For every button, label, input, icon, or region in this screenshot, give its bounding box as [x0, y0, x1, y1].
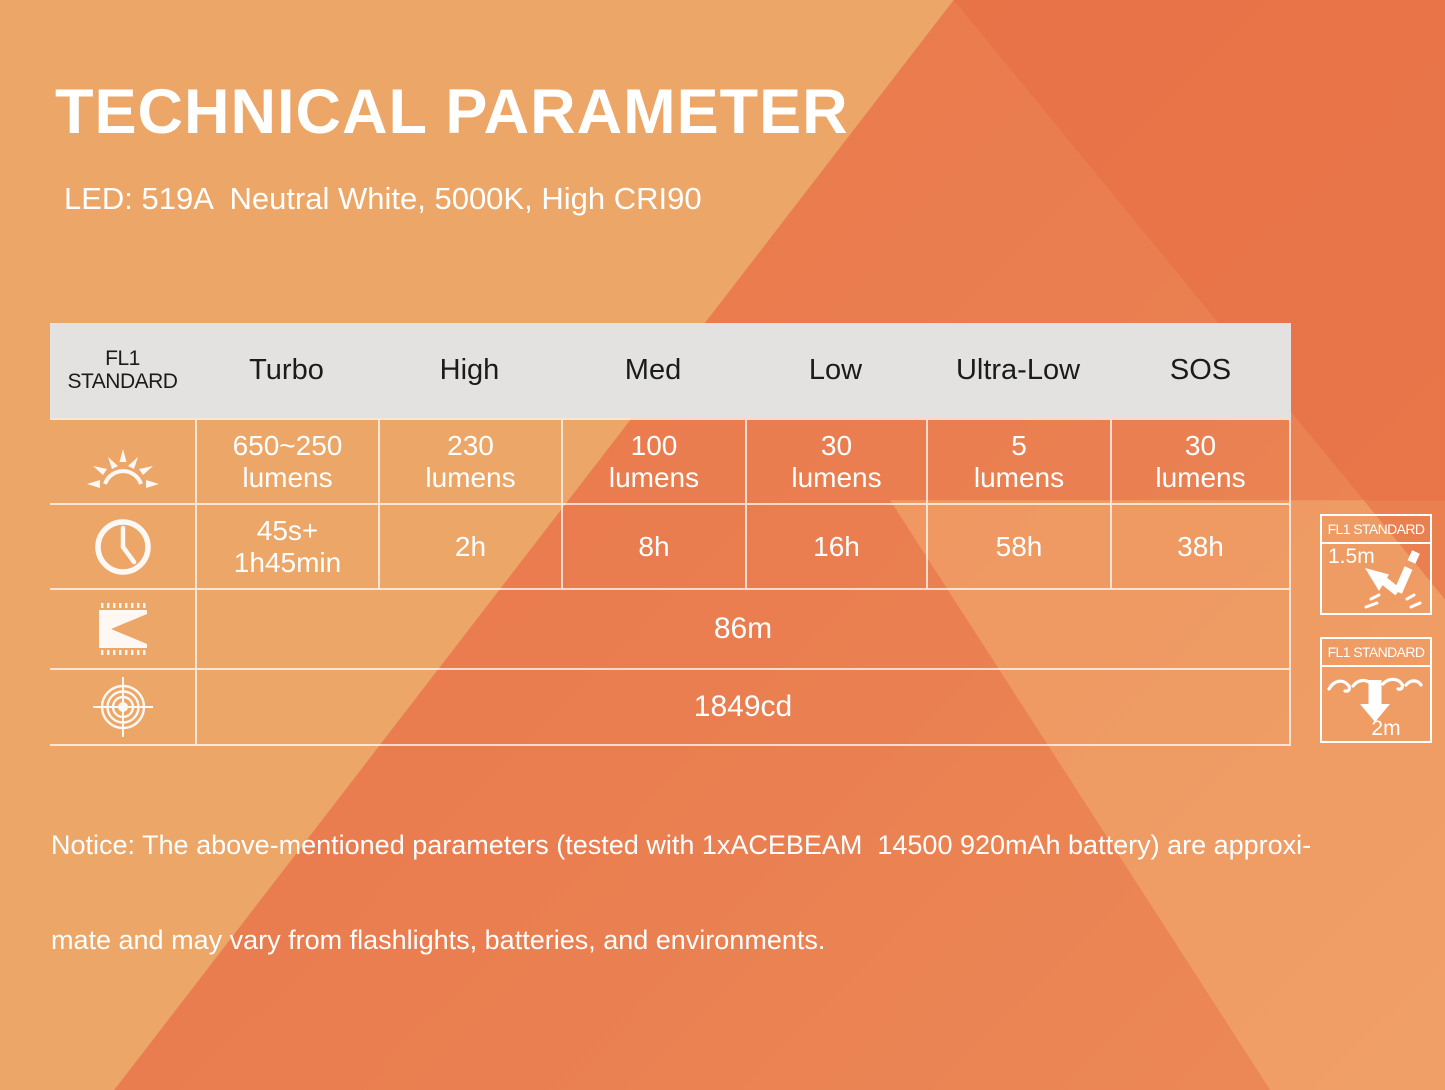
- submersible-badge: FL1 STANDARD 2m: [1320, 637, 1432, 743]
- table-cell: 100 lumens: [561, 418, 745, 503]
- table-header-turbo: Turbo: [195, 323, 378, 418]
- impact-badge-body: 1.5m: [1322, 544, 1430, 613]
- table-cell: 30 lumens: [1110, 418, 1291, 503]
- fl1-standard-badge-label: FL1 STANDARD: [1322, 516, 1430, 544]
- table-cell: 16h: [745, 503, 926, 588]
- table-cell: 38h: [1110, 503, 1291, 588]
- notice-line-2: mate and may vary from flashlights, batt…: [51, 925, 826, 956]
- table-cell: 230 lumens: [378, 418, 561, 503]
- submersible-badge-body: 2m: [1322, 667, 1430, 741]
- led-subtitle: LED: 519A Neutral White, 5000K, High CRI…: [64, 181, 702, 216]
- fl1-standard-badge-label: FL1 STANDARD: [1322, 639, 1430, 667]
- table-header-fl1-standard: FL1 STANDARD: [50, 323, 195, 418]
- beam-distance-icon-cell: [50, 588, 195, 668]
- intensity-icon: [92, 677, 153, 737]
- peak-intensity-value: 1849cd: [195, 668, 1291, 746]
- table-cell: 58h: [926, 503, 1110, 588]
- table-cell: 45s+ 1h45min: [195, 503, 378, 588]
- beam-distance-icon: [98, 603, 147, 655]
- table-cell: 5 lumens: [926, 418, 1110, 503]
- table-cell: 8h: [561, 503, 745, 588]
- runtime-icon-cell: [50, 503, 195, 588]
- table-cell: 650~250 lumens: [195, 418, 378, 503]
- notice-line-1: Notice: The above-mentioned parameters (…: [51, 829, 1312, 860]
- table-cell: 2h: [378, 503, 561, 588]
- table-header-sos: SOS: [1110, 323, 1291, 418]
- page-title: TECHNICAL PARAMETER: [55, 77, 849, 147]
- fl1-label: FL1: [105, 347, 140, 371]
- table-header-high: High: [378, 323, 561, 418]
- notice-text: Notice: The above-mentioned parameters (…: [51, 766, 1341, 1021]
- table-header-ultra-low: Ultra-Low: [926, 323, 1110, 418]
- table-header-med: Med: [561, 323, 745, 418]
- beam-distance-value: 86m: [195, 588, 1291, 668]
- impact-resistance-badge: FL1 STANDARD 1.5m: [1320, 514, 1432, 615]
- standard-label: STANDARD: [67, 369, 178, 393]
- submersible-depth-value: 2m: [1371, 717, 1401, 740]
- table-cell: 30 lumens: [745, 418, 926, 503]
- brightness-icon-cell: [50, 418, 195, 503]
- peak-intensity-icon-cell: [50, 668, 195, 746]
- table-header-low: Low: [745, 323, 926, 418]
- fl1-spec-table: FL1 STANDARD Turbo High Med Low Ultra-Lo…: [50, 323, 1291, 746]
- brightness-icon: [86, 448, 159, 488]
- clock-icon: [94, 518, 151, 575]
- impact-height-value: 1.5m: [1328, 545, 1375, 568]
- submersible-icon: [1327, 677, 1423, 722]
- impact-resistance-icon: [1364, 550, 1422, 609]
